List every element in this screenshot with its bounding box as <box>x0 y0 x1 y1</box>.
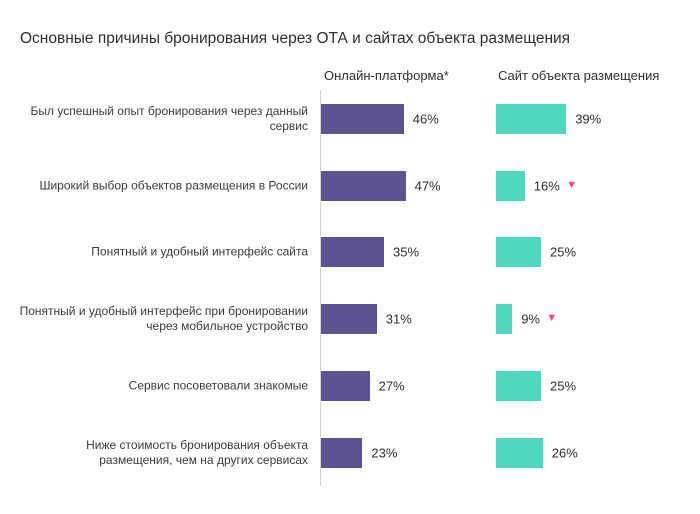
data-label-property-website: 26% <box>551 445 578 461</box>
data-label-property-website: 16% <box>533 178 560 194</box>
chart-row: Был успешный опыт бронирования через дан… <box>0 104 700 134</box>
chart-row: Понятный и удобный интерфейс при брониро… <box>0 304 700 334</box>
category-label: Был успешный опыт бронирования через дан… <box>30 104 309 133</box>
data-label-online-platform: 23% <box>371 445 398 461</box>
data-label-property-website: 9% <box>521 311 540 327</box>
chart-row: Широкий выбор объектов размещения в Росс… <box>0 171 700 201</box>
bar-online-platform <box>321 237 384 267</box>
chart-row: Ниже стоимость бронирования объекта разм… <box>0 438 700 468</box>
bar-online-platform <box>321 104 404 134</box>
data-label-online-platform: 47% <box>414 178 441 194</box>
category-label: Понятный и удобный интерфейс сайта <box>91 244 308 259</box>
data-label-property-website: 25% <box>550 244 577 260</box>
category-label: Сервис посоветовали знакомые <box>128 378 308 393</box>
category-label: Широкий выбор объектов размещения в Росс… <box>39 178 308 193</box>
series-header-online-platform: Онлайн-платформа* <box>324 68 449 83</box>
data-label-online-platform: 46% <box>412 111 439 127</box>
bar-property-website <box>496 104 567 134</box>
data-label-online-platform: 31% <box>385 311 412 327</box>
series-header-property-website: Сайт объекта размещения <box>498 68 660 83</box>
chart-row: Понятный и удобный интерфейс сайта 35% 25% <box>0 237 700 267</box>
bar-property-website <box>496 304 513 334</box>
data-label-online-platform: 35% <box>393 244 420 260</box>
bar-property-website <box>496 237 541 267</box>
chart-row: Сервис посоветовали знакомые 27% 25% <box>0 371 700 401</box>
bar-property-website <box>496 171 525 201</box>
data-label-property-website: 25% <box>550 378 577 394</box>
bar-property-website <box>496 371 541 401</box>
bar-online-platform <box>321 171 406 201</box>
chart-title: Основные причины бронирования через ОТА … <box>20 30 571 47</box>
category-axis-line <box>320 90 321 486</box>
data-label-property-website: 39% <box>575 111 602 127</box>
category-label: Понятный и удобный интерфейс при брониро… <box>19 304 308 333</box>
down-triangle-icon: ▼ <box>566 178 578 191</box>
data-label-online-platform: 27% <box>378 378 405 394</box>
bar-online-platform <box>321 304 377 334</box>
bar-property-website <box>496 438 543 468</box>
down-triangle-icon: ▼ <box>546 311 558 324</box>
bar-online-platform <box>321 438 363 468</box>
bar-online-platform <box>321 371 370 401</box>
category-label: Ниже стоимость бронирования объекта разм… <box>86 438 308 467</box>
